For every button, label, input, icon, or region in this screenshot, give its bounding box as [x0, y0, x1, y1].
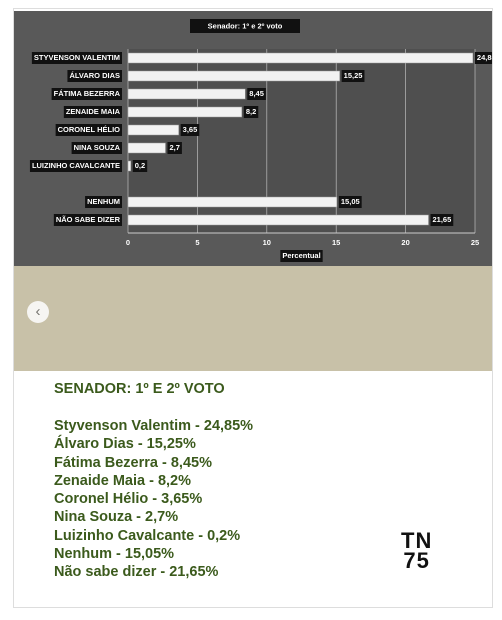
- value-label: 15,25: [344, 71, 363, 80]
- y-tick-label: CORONEL HÉLIO: [58, 125, 121, 134]
- value-label: 24,85: [477, 53, 492, 62]
- y-tick-label: NINA SOUZA: [74, 143, 121, 152]
- label-box: [71, 142, 122, 154]
- x-tick-label: 20: [401, 238, 409, 247]
- label-box: [243, 106, 259, 118]
- label-box: [53, 214, 122, 226]
- logo-bottom: 75: [403, 548, 430, 573]
- label-box: [247, 88, 266, 100]
- post-image: Senador: 1º e 2º voto 0 5 10 15 20 25 Percentu…: [14, 11, 492, 371]
- bar: [127, 160, 132, 172]
- post-line: Luizinho Cavalcante - 0,2%: [54, 527, 241, 544]
- y-tick-label: NENHUM: [87, 197, 120, 206]
- x-tick-label: 15: [332, 238, 340, 247]
- label-box: [474, 52, 492, 64]
- bar: [127, 124, 179, 136]
- post-line: Nenhum - 15,05%: [54, 546, 175, 563]
- chart-title: Senador: 1º e 2º voto: [208, 21, 283, 30]
- label-box: [31, 52, 122, 64]
- post-line: Fátima Bezerra - 8,45%: [54, 454, 212, 471]
- y-tick-label: FÁTIMA BEZERRA: [54, 89, 121, 98]
- label-box: [51, 88, 122, 100]
- x-tick-label: 25: [471, 238, 479, 247]
- post-line: Styvenson Valentim - 24,85%: [54, 418, 254, 434]
- post-card: Senador: 1º e 2º voto 0 5 10 15 20 25 Percentu…: [13, 8, 493, 608]
- bar: [127, 196, 338, 208]
- value-label: 15,05: [341, 197, 360, 206]
- bar: [127, 52, 474, 64]
- value-label: 8,45: [249, 89, 264, 98]
- y-tick-label: LUIZINHO CAVALCANTE: [32, 161, 120, 170]
- bar: [127, 88, 246, 100]
- y-tick-label: ZENAIDE MAIA: [66, 107, 121, 116]
- x-tick-label: 10: [263, 238, 271, 247]
- post-text: SENADOR: 1º E 2º VOTO Styvenson Valentim…: [54, 381, 253, 582]
- prev-button[interactable]: ‹: [27, 301, 49, 323]
- label-box: [29, 160, 122, 172]
- y-tick-label: NÃO SABE DIZER: [56, 215, 121, 224]
- x-axis-label: Percentual: [282, 251, 320, 260]
- logo: TN 75: [401, 528, 433, 573]
- label-box: [85, 196, 122, 208]
- x-tick-label: 5: [195, 238, 199, 247]
- value-label: 0,2: [135, 161, 145, 170]
- label-box: [132, 160, 148, 172]
- value-label: 2,7: [169, 143, 179, 152]
- label-box: [280, 250, 323, 262]
- value-label: 8,2: [246, 107, 256, 116]
- value-label: 21,65: [433, 215, 452, 224]
- post-line: Não sabe dizer - 21,65%: [54, 564, 219, 581]
- label-box: [63, 106, 122, 118]
- logo-top: TN: [401, 528, 433, 553]
- bar: [127, 142, 166, 154]
- post-line: Álvaro Dias - 15,25%: [54, 436, 196, 453]
- x-tick-label: 0: [126, 238, 130, 247]
- label-box: [341, 70, 365, 82]
- post-line: Zenaide Maia - 8,2%: [54, 472, 191, 489]
- y-tick-label: ÁLVARO DIAS: [69, 71, 120, 80]
- bar: [127, 70, 340, 82]
- label-box: [180, 124, 200, 136]
- title-box: [190, 19, 300, 33]
- label-box: [430, 214, 454, 226]
- bar: [127, 214, 429, 226]
- value-label: 3,65: [183, 125, 198, 134]
- bar: [127, 106, 243, 118]
- post-lines: Styvenson Valentim - 24,85% Álvaro Dias -…: [54, 417, 253, 582]
- post-heading: SENADOR: 1º E 2º VOTO: [54, 381, 225, 397]
- post-line: Nina Souza - 2,7%: [54, 509, 179, 526]
- label-box: [67, 70, 122, 82]
- label-box: [55, 124, 122, 136]
- label-box: [167, 142, 182, 154]
- label-box: [338, 196, 362, 208]
- y-tick-label: STYVENSON VALENTIM: [34, 53, 120, 62]
- chart: Senador: 1º e 2º voto 0 5 10 15 20 25 Percentu…: [14, 11, 492, 266]
- post-line: Coronel Hélio - 3,65%: [54, 491, 203, 508]
